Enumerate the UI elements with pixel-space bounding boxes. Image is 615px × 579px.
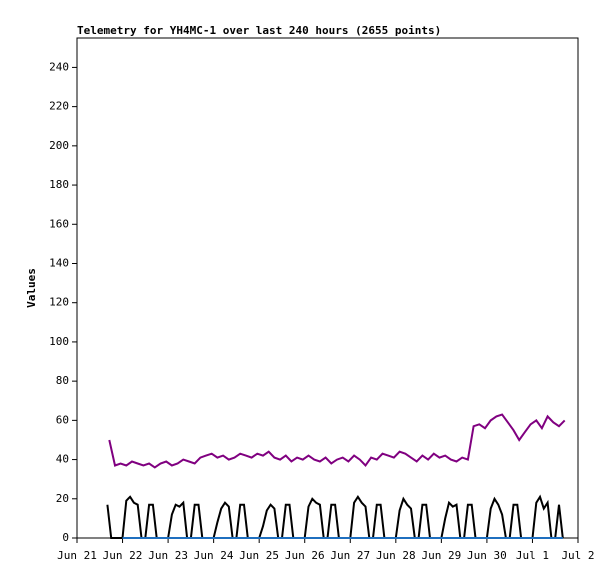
y-tick-label: 240 — [49, 60, 69, 73]
chart-title: Telemetry for YH4MC-1 over last 240 hour… — [77, 24, 441, 37]
x-tick-label: Jul 2 — [561, 549, 594, 562]
y-tick-label: 60 — [56, 413, 69, 426]
y-tick-label: 80 — [56, 374, 69, 387]
y-tick-label: 20 — [56, 492, 69, 505]
x-tick-label: Jun 23 — [148, 549, 188, 562]
y-tick-label: 220 — [49, 100, 69, 113]
x-tick-label: Jun 26 — [285, 549, 325, 562]
x-tick-label: Jul 1 — [516, 549, 549, 562]
x-tick-label: Jun 28 — [376, 549, 416, 562]
y-tick-label: 100 — [49, 335, 69, 348]
x-tick-label: Jun 21 — [57, 549, 97, 562]
series-line — [108, 413, 566, 469]
y-tick-label: 180 — [49, 178, 69, 191]
x-tick-label: Jun 25 — [239, 549, 279, 562]
x-tick-label: Jun 29 — [421, 549, 461, 562]
y-tick-label: 40 — [56, 453, 69, 466]
x-tick-label: Jun 30 — [467, 549, 507, 562]
x-tick-label: Jun 22 — [103, 549, 143, 562]
y-tick-label: 200 — [49, 139, 69, 152]
y-tick-label: 0 — [62, 531, 69, 544]
y-tick-label: 160 — [49, 217, 69, 230]
y-tick-label: 140 — [49, 256, 69, 269]
y-tick-label: 120 — [49, 296, 69, 309]
x-tick-label: Jun 24 — [194, 549, 234, 562]
y-axis-label: Values — [25, 268, 38, 308]
x-tick-label: Jun 27 — [330, 549, 370, 562]
